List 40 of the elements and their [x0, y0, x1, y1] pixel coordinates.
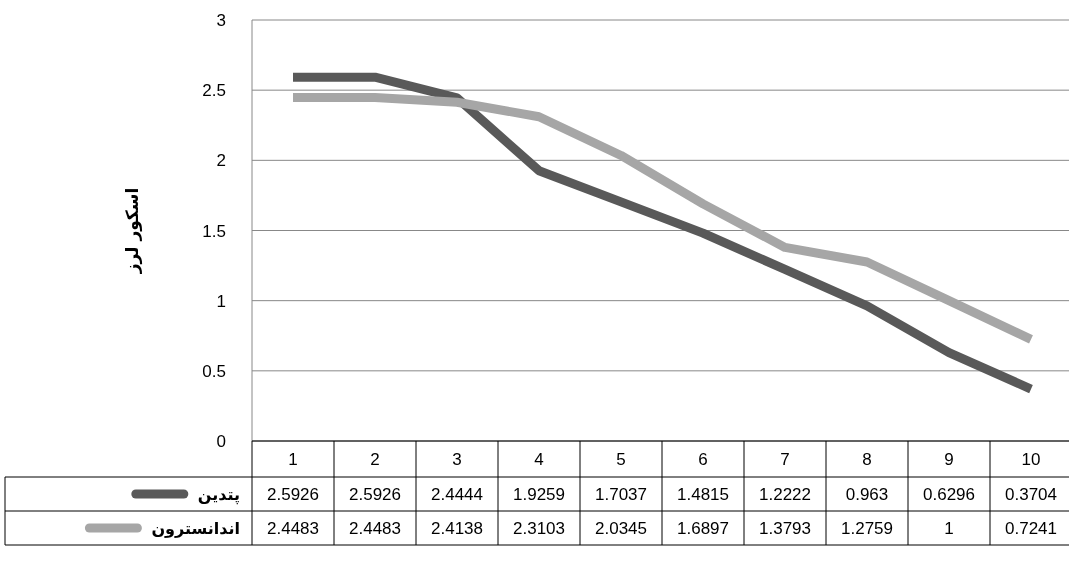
data-label: 2.3103: [513, 519, 565, 538]
data-label: 1.4815: [677, 485, 729, 504]
x-tick-label: 9: [944, 450, 954, 469]
y-tick-label: 1.5: [202, 221, 226, 241]
y-tick-label: 2: [216, 151, 226, 171]
data-label: 1.9259: [513, 485, 565, 504]
data-label: 0.963: [845, 485, 889, 504]
legend-label: اندانسترون: [151, 519, 240, 538]
data-label: 2.5926: [267, 485, 319, 504]
x-tick-label: 1: [288, 450, 298, 469]
y-tick-label: 1: [216, 291, 226, 311]
data-label: 2.4483: [267, 519, 319, 538]
data-label: 2.4444: [431, 485, 483, 504]
y-tick-label: 0.5: [202, 361, 226, 381]
y-axis-title: اسکور لرز: [122, 187, 143, 275]
x-tick-label: 8: [862, 450, 872, 469]
data-label: 2.4138: [431, 519, 483, 538]
data-label: 2.5926: [349, 485, 401, 504]
data-label: 1: [944, 519, 954, 538]
data-label: 1.2759: [841, 519, 893, 538]
x-tick-label: 7: [780, 450, 790, 469]
x-tick-label: 4: [534, 450, 544, 469]
data-label: 0.6296: [923, 485, 975, 504]
data-label: 2.4483: [349, 519, 401, 538]
legend-label: پتدین: [197, 485, 240, 505]
data-label: 1.3793: [759, 519, 811, 538]
data-label: 2.0345: [595, 519, 647, 538]
x-tick-label: 6: [698, 450, 708, 469]
data-label: 0.3704: [1005, 485, 1057, 504]
x-tick-label: 2: [370, 450, 380, 469]
y-tick-label: 2.5: [202, 81, 226, 101]
x-tick-label: 10: [1021, 450, 1041, 469]
data-label: 0.7241: [1005, 519, 1057, 538]
x-tick-label: 5: [616, 450, 626, 469]
data-label: 1.7037: [595, 485, 647, 504]
data-label: 1.2222: [759, 485, 811, 504]
x-tick-label: 3: [452, 450, 462, 469]
y-tick-label: 3: [216, 11, 226, 30]
data-label: 1.6897: [677, 519, 729, 538]
y-tick-label: 0: [216, 432, 226, 451]
